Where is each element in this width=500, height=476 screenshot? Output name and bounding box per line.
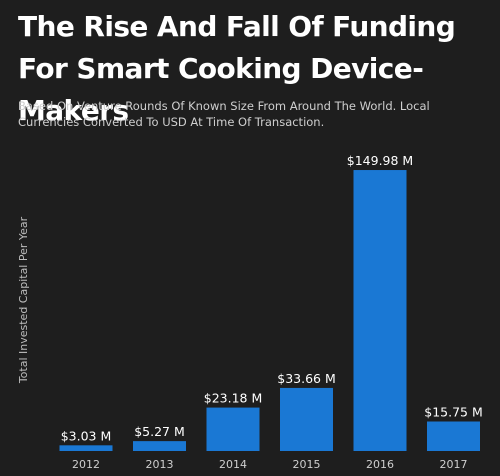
y-axis-label: Total Invested Capital Per Year (17, 216, 30, 384)
value-label-2013: $5.27 M (134, 424, 185, 439)
bar-2016 (353, 170, 407, 452)
x-tick-2012: 2012 (72, 458, 100, 471)
value-labels-group: $3.03 M $5.27 M $23.18 M $33.66 M $149.98 M $… (61, 153, 483, 443)
value-label-2012: $3.03 M (61, 428, 112, 443)
chart-subtitle: Based On Venture Rounds Of Known Size Fr… (18, 99, 430, 129)
value-label-2014: $23.18 M (204, 391, 263, 406)
x-tick-2016: 2016 (366, 458, 394, 471)
bar-2012 (59, 445, 113, 451)
x-tick-2014: 2014 (219, 458, 247, 471)
value-label-2015: $33.66 M (277, 371, 336, 386)
x-tick-2015: 2015 (293, 458, 321, 471)
value-label-2017: $15.75 M (424, 405, 483, 420)
x-tick-labels-group: 2012 2013 2014 2015 2016 2017 (72, 458, 468, 471)
bar-2013 (133, 441, 186, 451)
x-tick-2017: 2017 (440, 458, 468, 471)
x-tick-2013: 2013 (146, 458, 174, 471)
bar-2017 (427, 421, 480, 451)
bar-2015 (280, 387, 333, 451)
bars-group (59, 170, 480, 452)
bar-2014 (206, 407, 260, 451)
chart-title: The Rise And Fall Of Funding For Smart C… (18, 10, 456, 127)
value-label-2016: $149.98 M (347, 153, 413, 168)
